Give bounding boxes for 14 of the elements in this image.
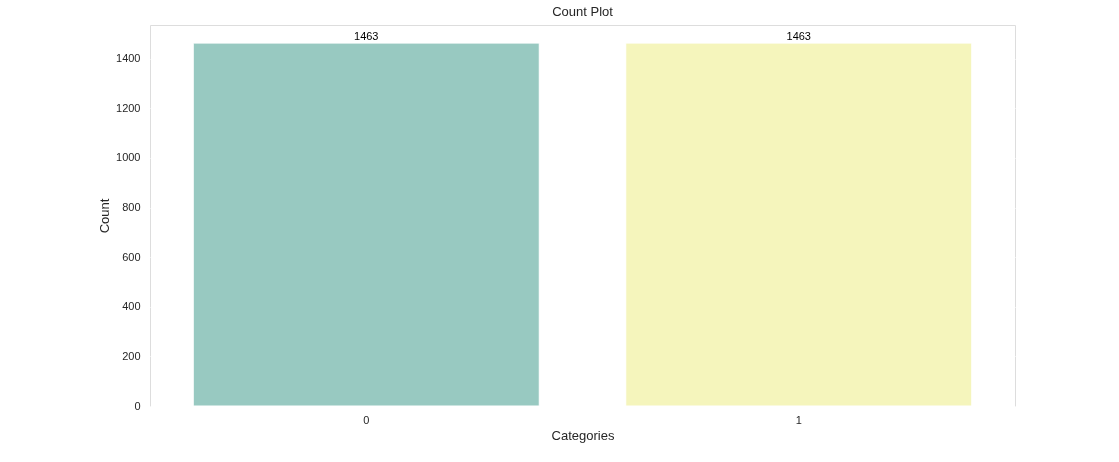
chart-title: Count Plot: [552, 4, 614, 19]
y-tick-label: 800: [122, 201, 141, 214]
x-axis-title: Categories: [551, 427, 615, 443]
data-label: 1463: [354, 30, 379, 43]
y-tick-label: 1000: [116, 151, 141, 164]
y-tick-label: 200: [122, 349, 141, 362]
y-tick-label: 600: [122, 250, 141, 263]
y-tick-label: 0: [134, 399, 141, 412]
y-tick-label: 400: [122, 300, 141, 313]
y-tick-label: 1400: [116, 52, 141, 65]
x-tick-label: 1: [795, 413, 802, 426]
y-tick-label: 1200: [116, 101, 141, 114]
data-label: 1463: [786, 30, 811, 43]
y-axis-title: Count: [97, 198, 113, 234]
